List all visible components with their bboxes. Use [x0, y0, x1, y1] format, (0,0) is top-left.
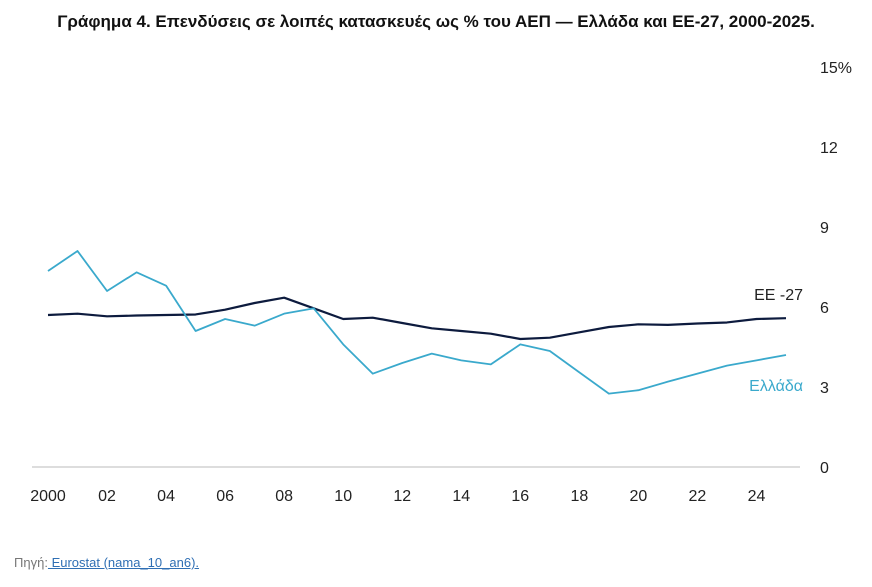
x-tick-label: 20	[630, 488, 648, 505]
source-link[interactable]: Eurostat (nama_10_an6).	[47, 555, 200, 570]
chart-title: Γράφημα 4. Επενδύσεις σε λοιπές κατασκευ…	[57, 12, 815, 31]
source-note: Πηγή: Eurostat (nama_10_an6).	[14, 555, 199, 570]
series-labels: ΕΕ -27 Ελλάδα	[749, 287, 803, 395]
x-tick-label: 08	[275, 488, 293, 505]
series-line	[47, 296, 787, 341]
y-tick-labels: 0 3 6 9 12 15%	[820, 60, 852, 477]
x-tick-label: 16	[511, 488, 529, 505]
x-tick-labels: 2000 02 04 06 08 10 12 14 16 18 20 22 24	[30, 488, 765, 505]
x-tick-label: 18	[570, 488, 588, 505]
x-tick-label: 14	[452, 488, 470, 505]
x-tick-label: 04	[157, 488, 175, 505]
y-tick-label: 15%	[820, 60, 852, 77]
y-tick-label: 9	[820, 220, 829, 237]
y-tick-label: 12	[820, 140, 838, 157]
x-tick-label: 12	[393, 488, 411, 505]
x-tick-label: 06	[216, 488, 234, 505]
y-tick-label: 3	[820, 380, 829, 397]
y-tick-label: 0	[820, 460, 829, 477]
x-tick-label: 10	[334, 488, 352, 505]
source-prefix: Πηγή:	[14, 555, 48, 570]
series-label: Ελλάδα	[749, 378, 803, 395]
x-tick-label: 24	[748, 488, 766, 505]
x-tick-label: 2000	[30, 488, 66, 505]
x-tick-label: 02	[98, 488, 116, 505]
series-label: ΕΕ -27	[754, 287, 803, 304]
series-group	[47, 250, 787, 395]
series-line	[47, 250, 787, 395]
x-tick-label: 22	[689, 488, 707, 505]
y-tick-label: 6	[820, 300, 829, 317]
